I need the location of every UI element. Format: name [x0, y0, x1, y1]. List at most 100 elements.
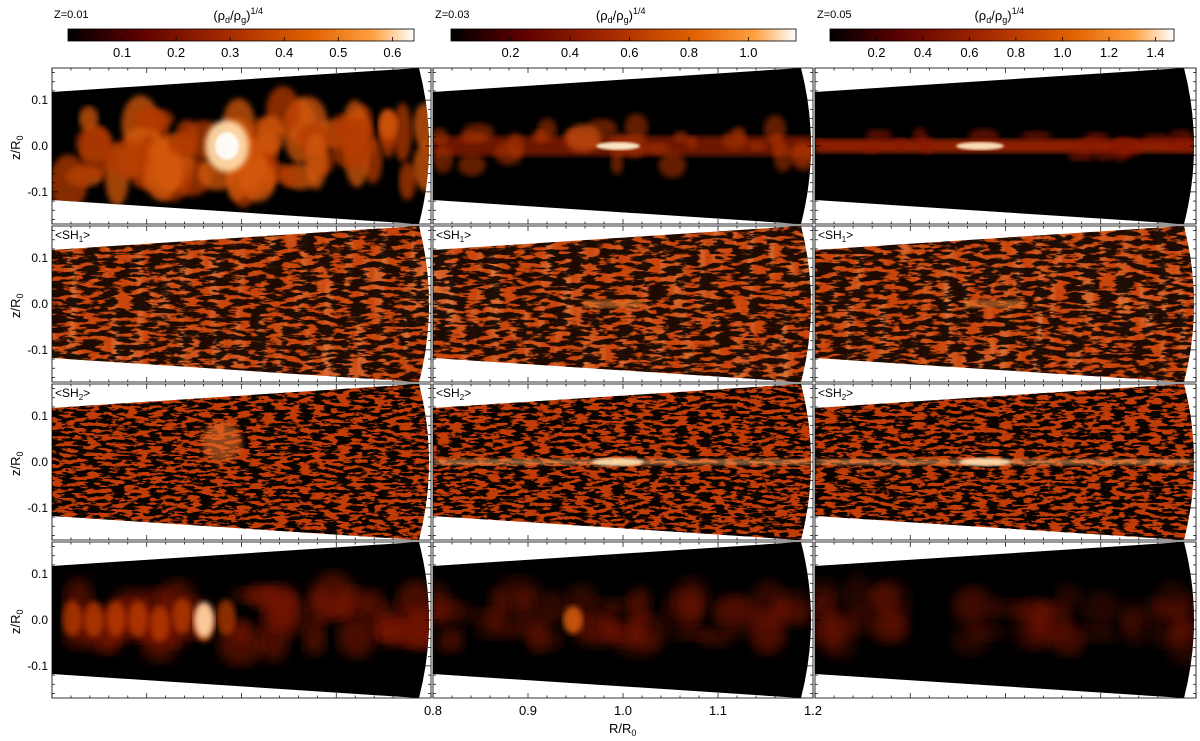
density-feature [445, 625, 466, 653]
density-feature [413, 102, 429, 149]
panel-label: <SH2> [436, 386, 471, 402]
density-feature [507, 132, 524, 158]
panel-label: (ρd/ρg)1/4 [818, 71, 856, 85]
density-feature [194, 602, 214, 638]
panel-label: <SH2> [818, 386, 853, 402]
density-feature [968, 128, 1000, 143]
colorbar-tick-label: 0.2 [501, 45, 519, 60]
density-feature [413, 142, 429, 192]
colorbar-gradient [829, 28, 1175, 42]
density-feature [680, 587, 703, 628]
density-feature [80, 125, 113, 180]
colorbar-title: (ρd/ρg)1/4 [974, 6, 1024, 25]
density-feature [433, 581, 449, 616]
panel-label: rms(Rθφ) [818, 544, 864, 560]
density-feature [865, 129, 893, 141]
sh2-panel-2: <SH2> [432, 383, 814, 541]
colorbar-title: (ρd/ρg)1/4 [213, 6, 263, 25]
density-feature [684, 136, 698, 149]
colorbar-1: Z=0.01 (ρd/ρg)1/4 0.1 0.2 0.3 0.4 0.5 0.6 [54, 6, 415, 60]
density-feature [712, 594, 759, 638]
panel-label: <SH2> [55, 386, 90, 402]
density-feature [136, 108, 174, 130]
density-panel-2: (ρd/ρg)1/4 [432, 67, 814, 225]
density-feature [673, 130, 689, 143]
x-tick-label: 0.8 [424, 703, 442, 718]
density-feature [955, 586, 987, 623]
colorbar-3: Z=0.05 (ρd/ρg)1/4 0.2 0.4 0.6 0.8 1.0 1.2 1.4 [817, 6, 1175, 60]
wedge-field [815, 542, 1194, 698]
density-feature [1085, 131, 1110, 143]
density-feature [773, 142, 793, 172]
density-feature [256, 115, 285, 155]
density-feature [698, 630, 734, 648]
density-feature [871, 582, 899, 615]
density-feature [1169, 129, 1194, 147]
density-feature [537, 118, 557, 142]
sh1-panel-3: <SH1> [814, 225, 1197, 383]
sh2-panel-1: <SH2> [51, 383, 432, 541]
panel-label: <SH1> [436, 228, 471, 244]
density-feature [128, 601, 148, 638]
density-feature [106, 600, 126, 637]
density-feature [538, 591, 567, 627]
y-axis-label: z/R0 [8, 451, 25, 476]
colorbar-tick-label: 0.3 [221, 45, 239, 60]
sh1-panel-2: <SH1> [432, 225, 814, 383]
density-feature [167, 133, 198, 156]
density-feature [629, 612, 668, 650]
density-feature [62, 600, 82, 637]
midplane-feature [965, 300, 1025, 308]
colorbar-tick-label: 1.0 [1053, 45, 1071, 60]
panel-label: (ρd/ρg)1/4 [436, 71, 474, 85]
density-feature [1067, 149, 1095, 162]
colorbar-tick-label: 0.1 [113, 45, 131, 60]
wedge-field [52, 384, 429, 540]
density-feature [624, 113, 649, 142]
density-feature [216, 599, 236, 636]
density-feature [433, 146, 453, 174]
rms-panel-2: rms(Rθφ) [432, 541, 814, 699]
colorbar-tick-label: 0.2 [867, 45, 885, 60]
y-tick-label: -0.1 [27, 343, 48, 357]
density-feature [303, 619, 327, 656]
colorbar-tick-label: 0.5 [329, 45, 347, 60]
midplane-feature [583, 300, 643, 308]
colorbar-tick-label: 0.4 [275, 45, 293, 60]
colorbar-tick-label: 0.2 [167, 45, 185, 60]
density-feature [1020, 130, 1052, 141]
panel-label: <SH1> [818, 228, 853, 244]
density-feature [912, 127, 928, 146]
panel-label: (ρd/ρg)1/4 [55, 71, 93, 85]
density-feature [247, 583, 277, 610]
density-feature [78, 106, 99, 132]
density-feature [592, 597, 633, 614]
density-feature [951, 625, 990, 656]
colorbar-tick-label: 0.8 [1007, 45, 1025, 60]
y-axis-label: z/R0 [8, 609, 25, 634]
wedge-field [52, 68, 429, 224]
density-feature [457, 154, 486, 177]
wedge-field [433, 384, 811, 540]
colorbar-tick-label: 0.6 [383, 45, 401, 60]
panel-label: <SH1> [55, 228, 90, 244]
y-tick-label: -0.1 [27, 185, 48, 199]
density-feature [777, 602, 811, 628]
wedge-field [433, 542, 811, 698]
colorbar-tick-label: 0.6 [620, 45, 638, 60]
density-feature [306, 588, 335, 625]
x-tick-label: 1.0 [614, 703, 632, 718]
y-tick-label: 0.0 [31, 455, 48, 469]
colorbar-gradient [67, 28, 415, 42]
density-feature [732, 126, 746, 141]
sh2-panel-3: <SH2> [814, 383, 1197, 541]
y-tick-label: -0.1 [27, 659, 48, 673]
colorbar-tick-label: 0.6 [960, 45, 978, 60]
density-feature [592, 458, 644, 466]
panel-label: rms(Rθφ) [55, 544, 101, 560]
y-tick-label: 0.0 [31, 613, 48, 627]
density-feature [1155, 581, 1191, 619]
density-feature [1141, 133, 1173, 146]
y-tick-label: 0.1 [31, 251, 48, 265]
